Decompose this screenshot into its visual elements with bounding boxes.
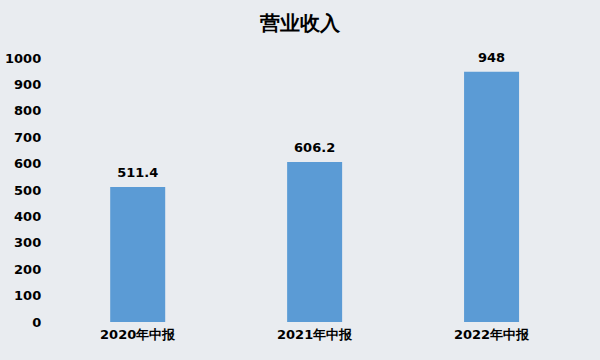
svg-text:900: 900: [14, 77, 41, 92]
svg-text:200: 200: [14, 262, 41, 277]
svg-text:606.2: 606.2: [294, 140, 335, 155]
svg-text:700: 700: [14, 130, 41, 145]
svg-text:500: 500: [14, 183, 41, 198]
svg-text:948: 948: [478, 50, 505, 65]
svg-text:800: 800: [14, 103, 41, 118]
svg-text:0: 0: [32, 315, 41, 330]
html-text:营业收入: 营业收入: [260, 11, 340, 35]
svg-text:300: 300: [14, 235, 41, 250]
svg-text:100: 100: [14, 288, 41, 303]
svg-text:2022年中报: 2022年中报: [454, 327, 530, 342]
svg-text:600: 600: [14, 156, 41, 171]
svg-text:511.4: 511.4: [117, 165, 158, 180]
svg-text:400: 400: [14, 209, 41, 224]
svg-text:1000: 1000: [5, 51, 41, 66]
svg-text:2020年中报: 2020年中报: [100, 327, 176, 342]
svg-text:2021年中报: 2021年中报: [277, 327, 353, 342]
